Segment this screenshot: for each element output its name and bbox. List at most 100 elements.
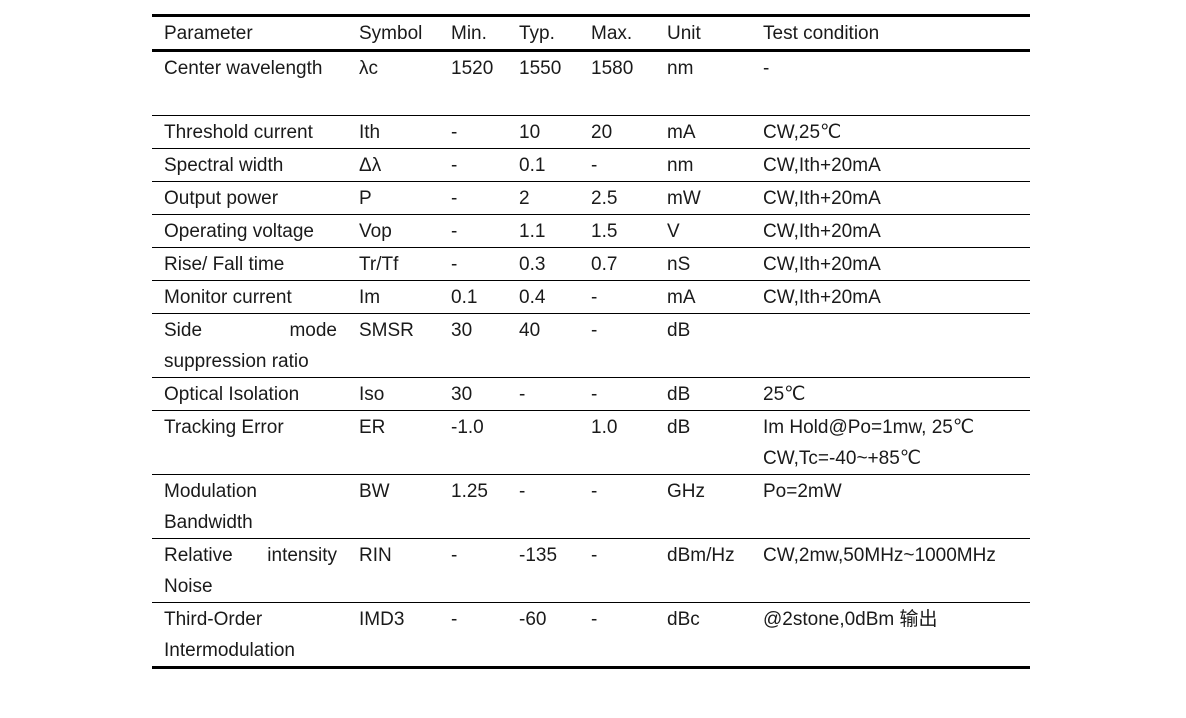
table-cell: Center wavelength (164, 58, 323, 79)
table-cell: Side mode suppression ratio (164, 320, 337, 372)
table-cell: Tracking Error (164, 417, 284, 438)
table-cell: Output power (164, 188, 279, 209)
table-cell: - (451, 545, 458, 566)
table-row: Monitor current Im 0.1 0.4 - mA CW,Ith+20mA (152, 281, 1030, 314)
table-cell: Im Hold@Po=1mw, 25℃ CW,Tc=-40~+85℃ (751, 411, 1030, 474)
cell-line: CW,Tc=-40~+85℃ (763, 448, 922, 469)
table-cell: mW (667, 188, 701, 209)
table-cell: 10 (519, 122, 541, 143)
column-header: Parameter (164, 23, 253, 44)
table-cell: - (763, 58, 770, 79)
table-cell: - (591, 545, 598, 566)
table-cell: - (519, 481, 526, 502)
table-cell: 0.4 (519, 287, 546, 308)
table-cell: - (591, 287, 598, 308)
column-header: Max. (591, 23, 633, 44)
table-row: Optical Isolation Iso 30 - - dB 25℃ (152, 378, 1030, 411)
table-cell: 1.0 (591, 417, 618, 438)
table-cell: -60 (519, 609, 547, 630)
table-cell: mA (667, 122, 696, 143)
table-cell: 0.3 (519, 254, 546, 275)
table-row: Relative intensity Noise RIN - -135 - dBm/Hz C… (152, 539, 1030, 603)
column-header: Min. (451, 23, 487, 44)
table-cell: CW,2mw,50MHz~1000MHz (763, 545, 996, 566)
table-cell: mA (667, 287, 696, 308)
table-cell: dB (667, 417, 691, 438)
table-cell: 30 (451, 384, 473, 405)
table-cell: Δλ (359, 155, 382, 176)
table-cell: - (519, 384, 526, 405)
column-header: Symbol (359, 23, 423, 44)
table-cell: - (451, 155, 458, 176)
table-cell: λc (359, 58, 378, 79)
table-cell: - (591, 609, 598, 630)
table-cell: Im (359, 287, 381, 308)
table-row: Modulation Bandwidth BW 1.25 - - GHz Po=2mW (152, 475, 1030, 539)
table-cell: dBc (667, 609, 700, 630)
table-row: Rise/ Fall time Tr/Tf - 0.3 0.7 nS CW,Ith+20mA (152, 248, 1030, 281)
table-cell: - (591, 320, 598, 341)
table-cell: Operating voltage (164, 221, 314, 242)
table-cell: dB (667, 384, 691, 405)
table-cell: IMD3 (359, 609, 405, 630)
table-cell: Third-Order Intermodulation (164, 609, 295, 661)
table-cell: GHz (667, 481, 705, 502)
table-cell: - (591, 155, 598, 176)
table-cell: V (667, 221, 680, 242)
table-cell: 30 (451, 320, 473, 341)
table-cell: Vop (359, 221, 392, 242)
table-cell: P (359, 188, 372, 209)
column-header: Unit (667, 23, 701, 44)
column-header: Test condition (763, 23, 880, 44)
table-cell: 0.1 (519, 155, 546, 176)
table-cell: - (451, 609, 458, 630)
table-row: Spectral width Δλ - 0.1 - nm CW,Ith+20mA (152, 149, 1030, 182)
table-cell: 20 (591, 122, 613, 143)
table-cell: 1.5 (591, 221, 618, 242)
table-cell: - (591, 481, 598, 502)
table-row: Operating voltage Vop - 1.1 1.5 V CW,Ith+20mA (152, 215, 1030, 248)
table-cell: Rise/ Fall time (164, 254, 285, 275)
table-cell: -135 (519, 545, 558, 566)
table-cell: - (451, 254, 458, 275)
table-cell: BW (359, 481, 390, 502)
table-cell: ER (359, 417, 386, 438)
table-cell: Threshold current (164, 122, 313, 143)
table-cell (751, 314, 1030, 377)
table-cell (507, 411, 579, 474)
table-cell: Tr/Tf (359, 254, 399, 275)
table-cell: 2 (519, 188, 530, 209)
table-cell: Relative intensity Noise (164, 545, 337, 597)
table-cell: RIN (359, 545, 392, 566)
table-cell: nm (667, 58, 694, 79)
table-cell: 1.1 (519, 221, 546, 242)
table-cell: CW,25℃ (763, 122, 842, 143)
table-cell: Iso (359, 384, 385, 405)
table-cell: 0.1 (451, 287, 478, 308)
table-row: Third-Order Intermodulation IMD3 - -60 - dBc @… (152, 603, 1030, 666)
table-cell: CW,Ith+20mA (763, 188, 881, 209)
table-cell: 1520 (451, 58, 494, 79)
table-cell: - (451, 188, 458, 209)
table-row: Tracking Error ER -1.0 1.0 dB Im Hold@Po=1mw,… (152, 411, 1030, 475)
table-cell: 0.7 (591, 254, 618, 275)
table-cell: nS (667, 254, 691, 275)
cell-line: Im Hold@Po=1mw, 25℃ (763, 417, 975, 438)
table-cell: CW,Ith+20mA (763, 254, 881, 275)
table-cell: Po=2mW (763, 481, 842, 502)
table-cell: CW,Ith+20mA (763, 155, 881, 176)
table-cell: 1.25 (451, 481, 488, 502)
table-cell: - (451, 122, 458, 143)
table-cell: CW,Ith+20mA (763, 221, 881, 242)
table-cell: @2stone,0dBm 输出 (763, 609, 938, 630)
table-row: Side mode suppression ratio SMSR 30 40 - dB (152, 314, 1030, 378)
spec-table: Parameter Symbol Min. Typ. Max. Unit Test cond… (152, 14, 1030, 669)
table-cell: Monitor current (164, 287, 292, 308)
table-row: Center wavelength λc 1520 1550 1580 nm - (152, 52, 1030, 116)
table-cell: dB (667, 320, 691, 341)
table-cell: 1580 (591, 58, 634, 79)
table-cell: 2.5 (591, 188, 618, 209)
table-header: Parameter Symbol Min. Typ. Max. Unit Test cond… (152, 17, 1030, 52)
table-cell: CW,Ith+20mA (763, 287, 881, 308)
table-cell: 1550 (519, 58, 562, 79)
